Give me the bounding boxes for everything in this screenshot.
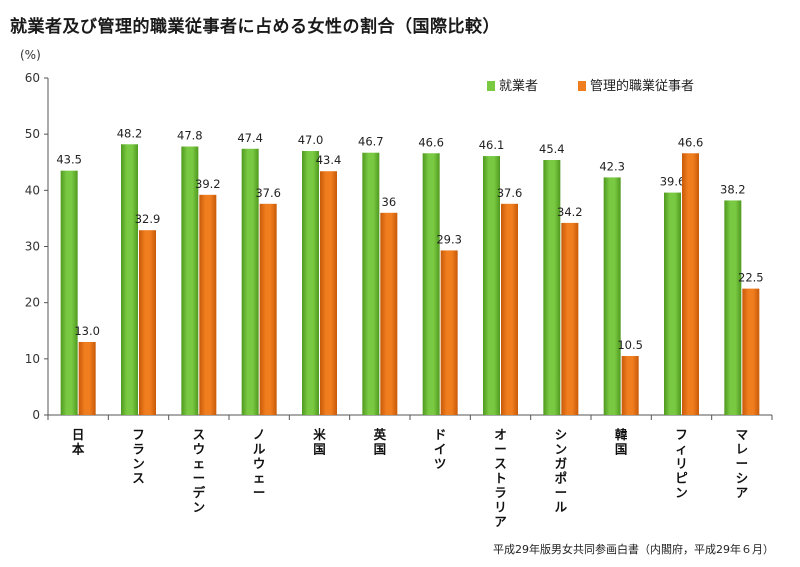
value-label-managerial: 43.4 <box>316 153 342 167</box>
source-note: 平成29年版男女共同参画白書（内閣府，平成29年６月） <box>493 543 774 556</box>
bar-managerial <box>621 356 639 415</box>
bar-managerial <box>78 341 96 415</box>
bar-employed <box>362 152 380 415</box>
value-label-managerial: 46.6 <box>678 135 704 149</box>
y-tick-label: 20 <box>25 296 40 310</box>
value-label-employed: 39.6 <box>660 175 686 189</box>
value-label-managerial: 22.5 <box>738 271 764 285</box>
legend-swatch-managerial <box>578 81 586 91</box>
value-label-employed: 42.3 <box>599 159 625 173</box>
bar-employed <box>241 148 259 415</box>
bar-employed <box>603 177 621 415</box>
value-label-managerial: 37.6 <box>255 186 281 200</box>
value-label-employed: 46.6 <box>418 135 444 149</box>
bar-employed <box>483 156 500 416</box>
bar-managerial <box>199 194 217 415</box>
bar-employed <box>181 146 199 416</box>
category-label: ノルウェー <box>253 427 266 500</box>
value-label-managerial: 32.9 <box>135 212 161 226</box>
y-tick-label: 30 <box>25 240 40 254</box>
bar-managerial <box>259 203 277 415</box>
legend-label-employed: 就業者 <box>499 78 538 94</box>
category-label: シンガポール <box>555 427 568 515</box>
category-label: ドイツ <box>434 427 447 471</box>
y-axis-unit: (%) <box>20 48 41 62</box>
value-label-employed: 48.2 <box>117 126 143 140</box>
y-tick-label: 40 <box>25 183 40 197</box>
value-label-employed: 47.8 <box>177 129 203 143</box>
value-label-employed: 47.4 <box>237 131 263 145</box>
bar-employed <box>543 160 561 415</box>
y-tick-label: 10 <box>25 352 40 366</box>
y-tick-label: 50 <box>25 127 40 141</box>
value-label-managerial: 13.0 <box>74 324 100 338</box>
value-label-managerial: 37.6 <box>497 186 523 200</box>
value-label-employed: 47.0 <box>298 133 324 147</box>
category-label: 日本 <box>72 427 85 457</box>
bar-managerial <box>682 153 699 415</box>
bar-managerial <box>139 230 156 415</box>
category-label: オーストラリア <box>494 427 507 529</box>
chart-title: 就業者及び管理的職業従事者に占める女性の割合（国際比較） <box>10 17 500 37</box>
value-label-employed: 45.4 <box>539 142 565 156</box>
bar-employed <box>121 144 138 415</box>
value-label-employed: 38.2 <box>720 182 746 196</box>
bar-employed <box>664 192 681 415</box>
value-label-managerial: 29.3 <box>436 232 462 246</box>
category-label: 英国 <box>374 427 387 457</box>
value-label-managerial: 34.2 <box>557 205 583 219</box>
category-label: スウェーデン <box>193 427 206 515</box>
value-label-managerial: 36 <box>382 195 397 209</box>
value-label-managerial: 39.2 <box>195 177 221 191</box>
bar-employed <box>302 151 319 415</box>
value-label-employed: 46.7 <box>358 135 384 149</box>
bar-employed <box>422 153 440 415</box>
bar-managerial <box>440 250 458 415</box>
category-label: 韓国 <box>615 427 628 457</box>
legend-label-managerial: 管理的職業従事者 <box>590 78 694 94</box>
bar-managerial <box>380 212 398 415</box>
category-label: フランス <box>132 427 145 486</box>
category-label: フィリピン <box>675 427 688 500</box>
legend-swatch-employed <box>487 81 495 91</box>
category-label: 米国 <box>312 427 326 457</box>
y-tick-label: 0 <box>32 408 40 422</box>
value-label-employed: 46.1 <box>479 138 505 152</box>
value-label-managerial: 10.5 <box>617 338 643 352</box>
bar-employed <box>724 200 742 415</box>
bar-managerial <box>742 288 760 415</box>
bar-managerial <box>561 222 579 415</box>
value-label-employed: 43.5 <box>56 153 82 167</box>
bar-employed <box>60 170 78 415</box>
category-label: マレーシア <box>736 427 749 500</box>
bar-managerial <box>320 171 337 415</box>
bar-managerial <box>501 203 518 415</box>
y-tick-label: 60 <box>25 71 40 85</box>
